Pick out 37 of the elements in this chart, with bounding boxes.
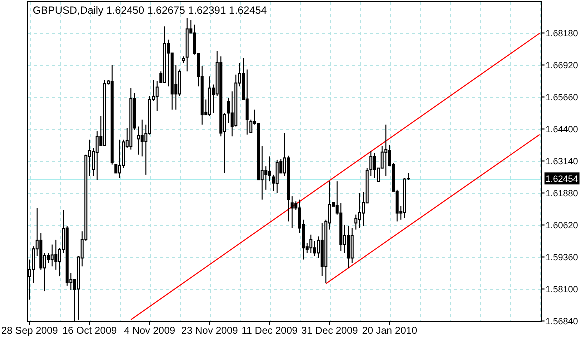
x-tick-label: 20 Jan 2010 xyxy=(362,326,418,337)
candlestick xyxy=(118,139,122,179)
ref-line-label: 1.62454 xyxy=(546,174,578,184)
y-tick-label: 1.68180 xyxy=(546,28,578,38)
candlestick xyxy=(54,239,58,270)
y-tick-label: 1.58100 xyxy=(546,284,578,294)
candlestick xyxy=(178,69,182,97)
candlestick xyxy=(264,166,268,190)
candlestick xyxy=(310,234,313,254)
x-tick-label: 31 Dec 2009 xyxy=(302,326,359,337)
x-tick-label: 28 Sep 2009 xyxy=(2,326,59,337)
candlestick xyxy=(96,131,99,181)
y-tick-label: 1.65660 xyxy=(546,92,578,102)
candlestick xyxy=(313,240,316,257)
x-tick-label: 11 Dec 2009 xyxy=(242,326,298,337)
candlestick xyxy=(290,196,294,229)
candlestick xyxy=(347,226,350,269)
y-tick-label: 1.61880 xyxy=(546,188,578,198)
candlestick xyxy=(373,152,376,179)
y-tick-label: 1.60620 xyxy=(546,220,578,230)
x-tick-label: 16 Oct 2009 xyxy=(62,326,118,337)
y-tick-label: 1.56840 xyxy=(546,316,578,326)
y-tick-label: 1.63140 xyxy=(546,156,578,166)
y-tick-label: 1.64400 xyxy=(546,124,578,134)
candlestick xyxy=(246,69,249,136)
candlestick xyxy=(140,119,144,158)
x-tick-label: 4 Nov 2009 xyxy=(124,326,176,337)
candlestick xyxy=(384,124,388,177)
candlestick xyxy=(354,214,358,230)
candlestick xyxy=(358,192,362,229)
candlestick xyxy=(276,159,279,194)
y-tick-label: 1.59360 xyxy=(546,252,578,262)
chart-title: GBPUSD,Daily 1.62450 1.62675 1.62391 1.62454 xyxy=(33,5,268,17)
candlestick xyxy=(50,244,54,268)
x-tick-label: 23 Nov 2009 xyxy=(182,326,239,337)
y-tick-label: 1.66920 xyxy=(546,60,578,70)
candlestick xyxy=(350,228,354,264)
